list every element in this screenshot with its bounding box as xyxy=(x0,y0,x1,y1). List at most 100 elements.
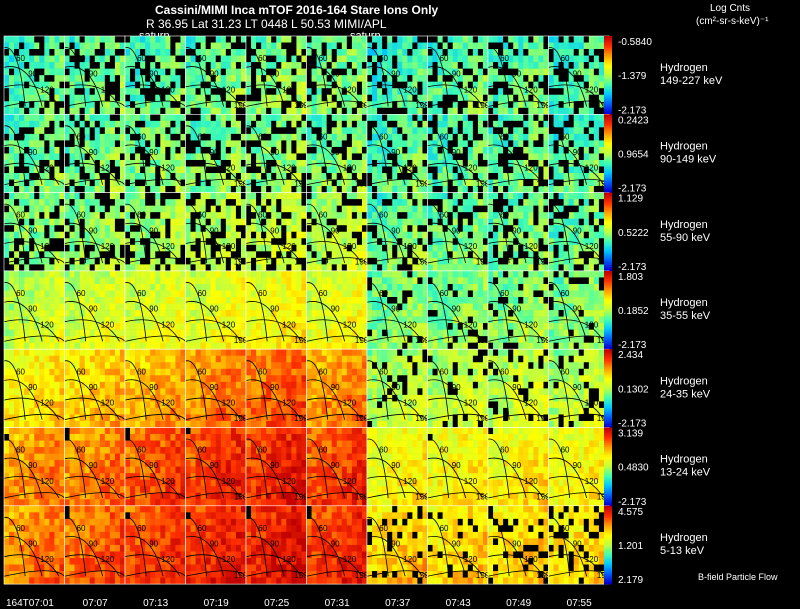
heatmap-cell xyxy=(235,231,242,239)
heatmap-cell xyxy=(119,290,126,298)
heatmap-cell xyxy=(140,218,146,226)
colorbar-segment xyxy=(604,206,612,209)
heatmap-cell xyxy=(271,36,277,43)
heatmap-cell xyxy=(44,101,50,109)
heatmap-cell xyxy=(568,62,575,69)
heatmap-cell xyxy=(94,297,101,304)
heatmap-cell xyxy=(44,231,50,239)
heatmap-cell xyxy=(321,199,327,206)
contour-label: 120 xyxy=(343,164,357,173)
heatmap-cell xyxy=(311,81,317,89)
heatmap-cell xyxy=(44,42,50,50)
heatmap-cell xyxy=(387,264,393,272)
heatmap-cell xyxy=(266,120,272,128)
heatmap-cell xyxy=(306,133,312,141)
heatmap-cell xyxy=(346,94,353,102)
heatmap-cell xyxy=(89,88,96,96)
colorbar-segment xyxy=(604,65,612,68)
heatmap-cell xyxy=(240,199,247,206)
heatmap-cell xyxy=(59,88,65,96)
heatmap-cell xyxy=(553,81,559,89)
heatmap-cell xyxy=(422,36,428,43)
heatmap-cell xyxy=(447,127,454,135)
heatmap-cell xyxy=(74,251,80,259)
heatmap-cell xyxy=(240,186,247,193)
heatmap-cell xyxy=(593,173,600,180)
heatmap-cell xyxy=(170,199,176,206)
heatmap-cell xyxy=(4,342,10,350)
heatmap-cell xyxy=(568,114,575,122)
contour-label: 120 xyxy=(403,85,417,94)
heatmap-cell xyxy=(583,55,590,63)
heatmap-cell xyxy=(99,153,106,161)
heatmap-cell xyxy=(99,212,106,219)
heatmap-cell xyxy=(109,140,116,148)
heatmap-cell xyxy=(558,166,564,174)
heatmap-cell xyxy=(452,114,459,122)
heatmap-cell xyxy=(367,107,373,115)
heatmap-cell xyxy=(256,140,262,148)
heatmap-cell xyxy=(351,140,358,148)
heatmap-cell xyxy=(215,238,222,246)
heatmap-cell xyxy=(84,42,91,50)
heatmap-cell xyxy=(261,120,267,128)
heatmap-cell xyxy=(19,120,25,128)
heatmap-cell xyxy=(422,107,428,115)
heatmap-cell xyxy=(185,55,191,63)
heatmap-cell xyxy=(34,205,40,213)
heatmap-cell xyxy=(155,133,161,141)
heatmap-cell xyxy=(382,120,388,128)
heatmap-cell xyxy=(150,107,156,115)
colorbar-segment xyxy=(604,225,612,229)
heatmap-cell xyxy=(119,114,126,122)
heatmap-cell xyxy=(361,75,368,82)
contour-label: 120 xyxy=(524,85,538,94)
heatmap-cell xyxy=(261,205,267,213)
heatmap-cell xyxy=(417,146,423,154)
heatmap-cell xyxy=(155,225,161,233)
heatmap-cell xyxy=(276,94,282,102)
heatmap-cell xyxy=(175,55,181,63)
heatmap-cell xyxy=(427,192,433,200)
heatmap-cell xyxy=(24,257,30,265)
heatmap-cell xyxy=(563,218,569,226)
heatmap-cell xyxy=(326,218,333,226)
heatmap-cell xyxy=(170,75,176,82)
heatmap-cell xyxy=(14,75,20,82)
heatmap-cell xyxy=(29,264,35,272)
contour-line xyxy=(3,144,43,185)
heatmap-cell xyxy=(125,140,131,148)
contour-label: 150 xyxy=(597,101,611,110)
heatmap-cell xyxy=(240,42,247,50)
heatmap-cell xyxy=(417,231,423,239)
heatmap-cell xyxy=(488,166,494,174)
heatmap-cell xyxy=(59,159,65,167)
contour-line xyxy=(487,125,510,185)
heatmap-cell xyxy=(200,133,206,141)
colorbar-segment xyxy=(604,90,612,94)
heatmap-cell xyxy=(382,153,388,161)
heatmap-cell xyxy=(165,49,171,56)
heatmap-cell xyxy=(558,49,564,56)
heatmap-cell xyxy=(266,257,272,265)
heatmap-cell xyxy=(548,238,554,246)
heatmap-cell xyxy=(412,127,418,135)
contour-label: 90 xyxy=(573,70,582,79)
heatmap-cell xyxy=(296,192,302,200)
heatmap-cell xyxy=(276,133,282,141)
heatmap-cell xyxy=(240,244,247,252)
colorbar-segment xyxy=(604,261,612,264)
heatmap-cell xyxy=(19,218,25,226)
heatmap-cell xyxy=(336,231,343,239)
heatmap-cell xyxy=(246,153,252,161)
heatmap-cell xyxy=(215,140,222,148)
heatmap-cell xyxy=(281,114,287,122)
heatmap-cell xyxy=(361,238,368,246)
heatmap-cell xyxy=(200,62,206,69)
heatmap-cell xyxy=(472,101,479,109)
heatmap-cell xyxy=(215,199,222,206)
heatmap-cell xyxy=(341,186,348,193)
heatmap-cell xyxy=(4,310,10,317)
contour-line xyxy=(427,144,467,185)
heatmap-cell xyxy=(256,218,262,226)
